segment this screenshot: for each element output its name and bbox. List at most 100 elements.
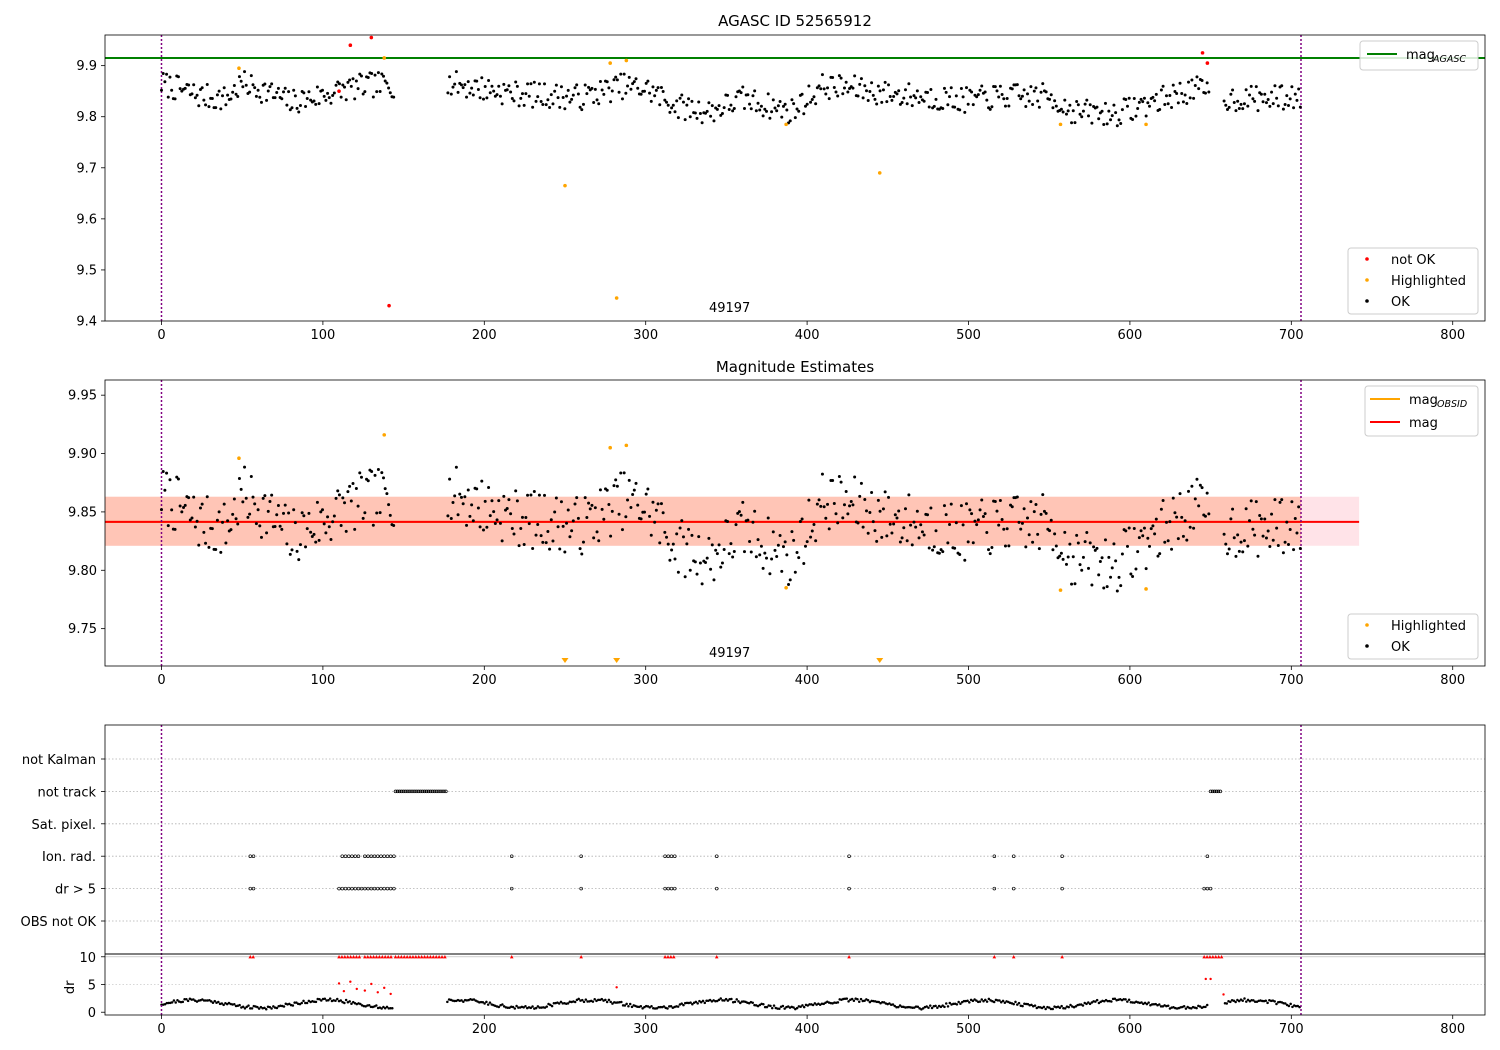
dr-point — [220, 1002, 224, 1005]
dr-clipped-marker — [509, 954, 514, 959]
ok-point — [681, 535, 685, 539]
dr-point — [666, 1007, 669, 1010]
ok-point — [598, 488, 602, 492]
ok-point — [1007, 544, 1011, 548]
ok-point — [1032, 89, 1036, 93]
ok-point — [781, 545, 785, 549]
ok-point — [539, 534, 543, 538]
x-tick-label: 600 — [1117, 673, 1142, 688]
ok-point — [870, 81, 874, 85]
dr-point — [971, 999, 975, 1003]
ok-point — [670, 548, 674, 552]
ok-point — [215, 93, 219, 97]
ok-point — [658, 541, 662, 545]
ok-point — [288, 108, 292, 112]
ok-point — [392, 524, 396, 528]
ok-point — [292, 88, 296, 92]
x-tick-label: 500 — [956, 1022, 981, 1037]
ok-point — [1020, 521, 1024, 525]
ok-point — [282, 90, 286, 94]
flag-marker — [369, 854, 374, 858]
ok-point — [970, 512, 974, 516]
ok-point — [715, 107, 719, 111]
dr-point — [1189, 1007, 1193, 1010]
dr-point — [582, 1000, 586, 1004]
dr-point — [620, 1000, 623, 1004]
ok-point — [1048, 529, 1052, 533]
dr-point — [737, 1000, 740, 1003]
ok-point — [565, 94, 569, 98]
ok-point — [161, 71, 165, 75]
dr-point — [263, 1006, 266, 1010]
ok-point — [1151, 95, 1155, 99]
ok-point — [351, 77, 355, 81]
ok-point — [558, 105, 562, 109]
ok-point — [583, 496, 587, 500]
flag-marker — [1208, 886, 1213, 891]
dr-point — [611, 1002, 614, 1005]
x-tick-label: 0 — [157, 1022, 165, 1037]
ok-point — [1070, 582, 1074, 586]
x-tick-label: 400 — [795, 1022, 820, 1037]
ok-point — [519, 96, 523, 100]
ok-point — [514, 489, 518, 493]
ok-point — [531, 105, 535, 109]
ok-point — [937, 551, 941, 555]
ok-point — [793, 570, 797, 574]
ok-point — [248, 512, 252, 516]
ok-point — [1044, 90, 1048, 94]
ok-point — [990, 546, 994, 550]
ok-point — [1097, 573, 1101, 577]
flag-marker — [1060, 854, 1064, 858]
ok-point — [1034, 86, 1038, 90]
ok-point — [576, 516, 580, 520]
ok-point — [290, 548, 294, 552]
ok-point — [334, 496, 338, 500]
ok-point — [948, 95, 952, 99]
ok-point — [697, 100, 701, 104]
dr-point — [264, 1007, 268, 1011]
dr-point — [921, 1007, 925, 1010]
dr-point — [1237, 999, 1241, 1003]
dr-point — [1253, 1000, 1257, 1004]
ok-point — [817, 84, 821, 88]
dr-point — [460, 999, 463, 1002]
dr-clipped-marker — [1202, 954, 1206, 959]
ok-point — [1137, 536, 1141, 540]
dr-point — [724, 997, 728, 1001]
ok-point — [814, 102, 818, 106]
dr-point — [875, 1000, 879, 1004]
dr-point — [905, 1005, 909, 1009]
ok-point — [842, 86, 846, 90]
ok-point — [665, 535, 669, 539]
ok-point — [834, 512, 838, 516]
ok-point — [805, 540, 809, 544]
ok-point — [1127, 526, 1131, 530]
ok-point — [748, 539, 752, 543]
ok-point — [287, 90, 291, 94]
ok-point — [631, 82, 635, 86]
ok-point — [1242, 539, 1246, 543]
ok-point — [283, 86, 287, 90]
ok-point — [1115, 589, 1119, 593]
ok-point — [732, 106, 736, 110]
flag-marker — [356, 854, 361, 858]
ok-point — [1270, 90, 1274, 94]
dr-point — [250, 1007, 254, 1010]
dr-point — [1273, 1000, 1276, 1003]
ok-point — [997, 523, 1001, 527]
ok-point — [1171, 496, 1175, 500]
ok-point — [1039, 512, 1043, 516]
ok-point — [781, 104, 785, 108]
ok-point — [758, 108, 762, 112]
ok-point — [526, 493, 530, 497]
dr-point — [453, 999, 456, 1003]
y-tick-label: 9.8 — [76, 110, 97, 125]
ok-point — [161, 469, 165, 473]
ok-point — [983, 90, 987, 94]
x-tick-label: 500 — [956, 673, 981, 688]
ok-point — [327, 96, 331, 100]
dr-point — [323, 997, 327, 1000]
